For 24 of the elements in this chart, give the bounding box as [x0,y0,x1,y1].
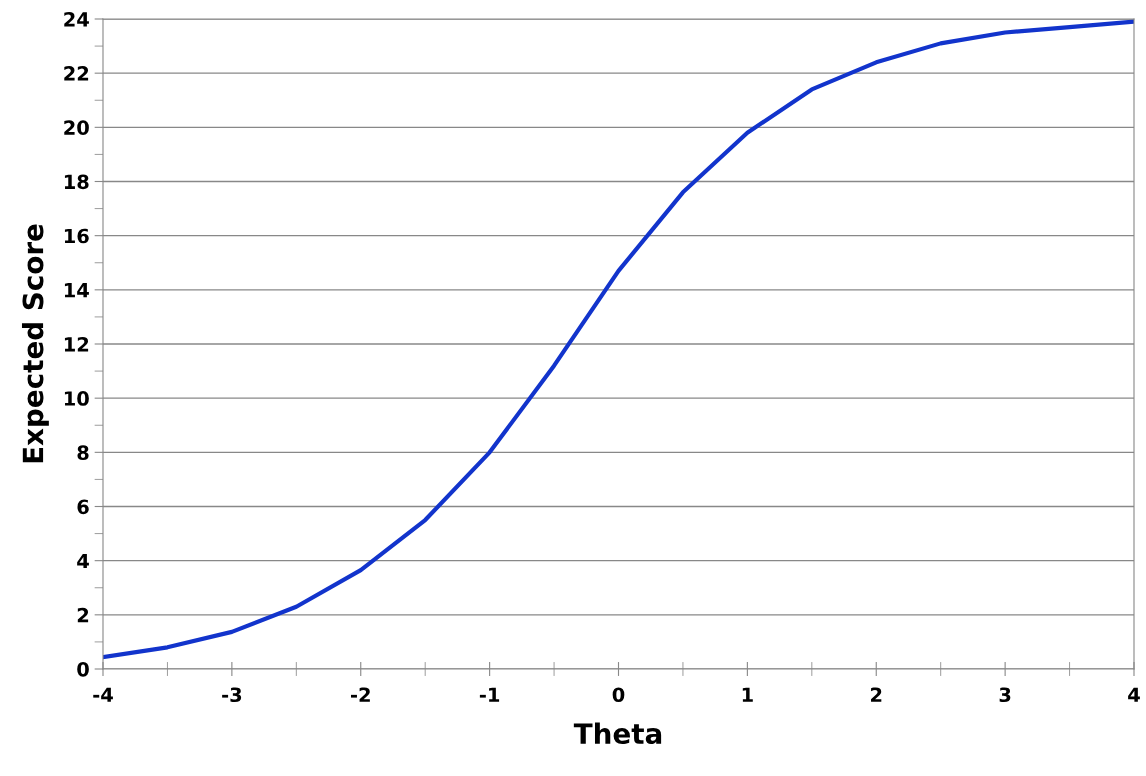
x-tick-label: 4 [1128,687,1140,702]
y-axis-title: Expected Score [21,224,49,463]
x-tick-label: 0 [612,687,625,703]
y-tick-label: 24 [64,11,89,27]
y-tick-label: 4 [77,553,89,569]
x-tick-label: 2 [871,687,882,702]
x-tick-label: -4 [93,687,113,702]
y-tick-label: 16 [64,228,89,244]
x-tick-label: -2 [351,687,370,702]
y-tick-label: 6 [77,499,89,515]
y-tick-label: 8 [77,445,89,460]
x-tick-label: -3 [222,687,242,703]
y-tick-label: 14 [64,283,89,298]
y-tick-label: 0 [77,661,89,677]
y-tick-label: 10 [64,391,89,406]
y-tick-label: 18 [64,174,89,190]
x-tick-label: 1 [742,687,753,702]
x-axis-title: Theta [573,722,662,745]
y-tick-label: 12 [64,336,89,352]
x-tick-label: 3 [999,687,1011,703]
y-tick-label: 2 [77,607,89,623]
x-tick-label: -1 [479,687,500,702]
y-tick-label: 20 [64,120,89,135]
y-tick-label: 22 [64,66,89,81]
